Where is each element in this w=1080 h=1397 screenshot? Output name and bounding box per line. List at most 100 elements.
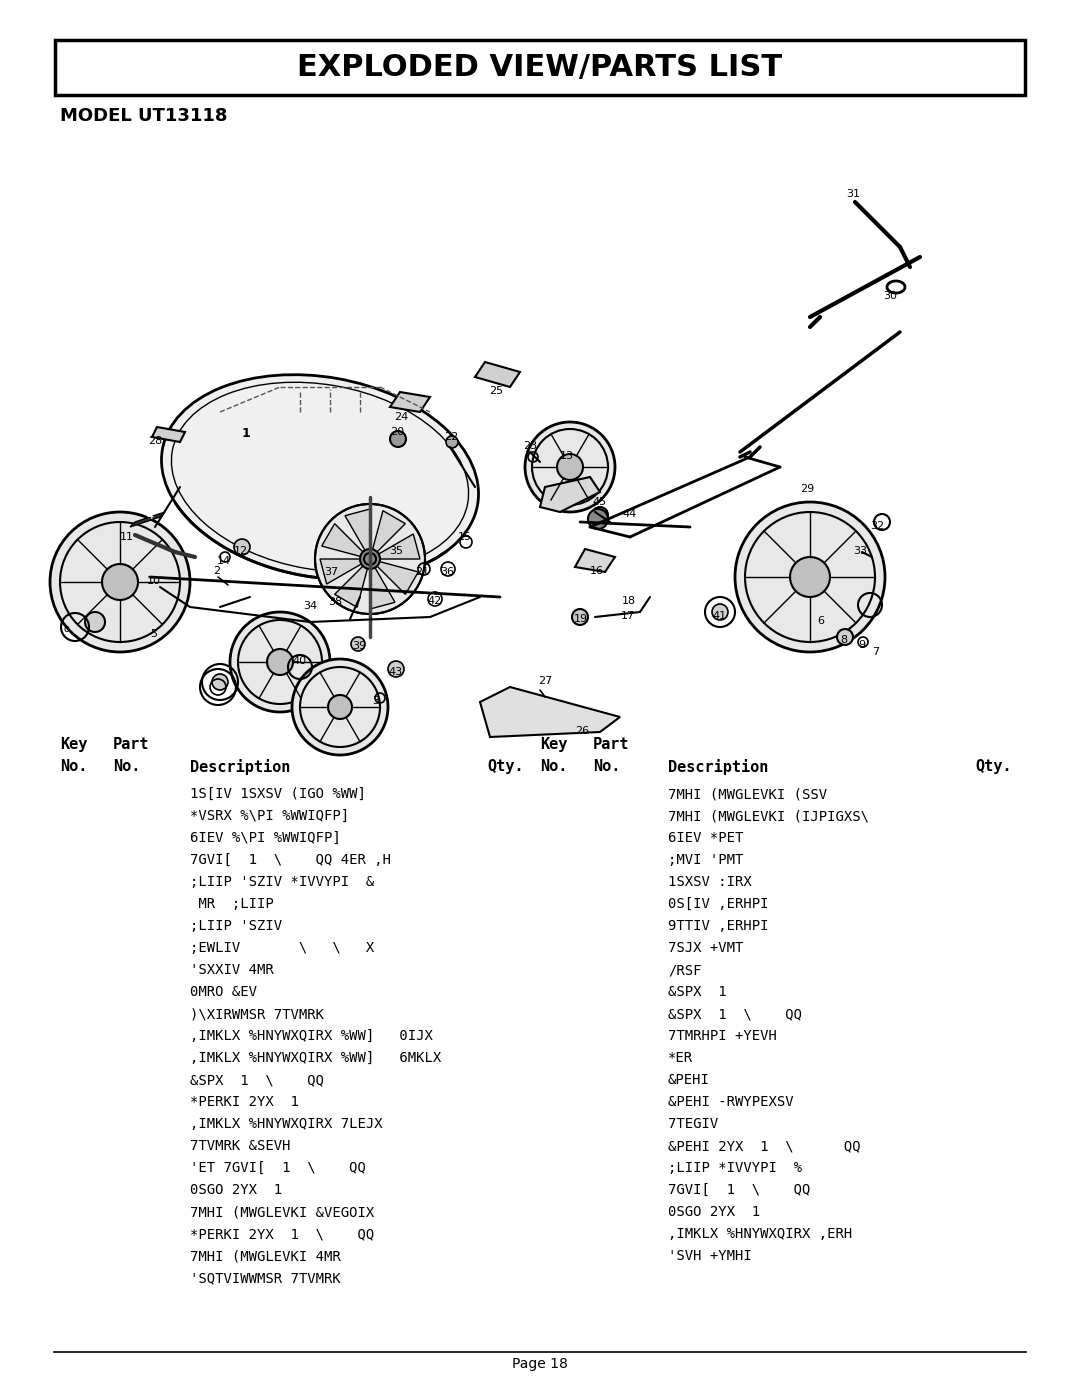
- Text: &PEHI: &PEHI: [669, 1073, 710, 1087]
- Polygon shape: [575, 549, 615, 571]
- Text: Qty.: Qty.: [975, 759, 1012, 774]
- Text: No.: No.: [113, 759, 140, 774]
- Text: ;LIIP 'SZIV *IVVYPI  &: ;LIIP 'SZIV *IVVYPI &: [190, 875, 375, 888]
- Polygon shape: [377, 562, 418, 594]
- Text: 5: 5: [150, 629, 157, 638]
- Text: Key: Key: [540, 738, 567, 752]
- Text: o: o: [63, 624, 69, 634]
- Circle shape: [234, 539, 249, 555]
- Text: ;EWLIV       \   \   X: ;EWLIV \ \ X: [190, 942, 375, 956]
- Text: &SPX  1: &SPX 1: [669, 985, 727, 999]
- Circle shape: [557, 454, 583, 481]
- Text: 34: 34: [303, 601, 318, 610]
- Text: 31: 31: [846, 189, 860, 198]
- Circle shape: [230, 612, 330, 712]
- Polygon shape: [152, 427, 185, 441]
- Text: Qty.: Qty.: [487, 759, 524, 774]
- Text: 'SXXIV 4MR: 'SXXIV 4MR: [190, 963, 273, 977]
- Text: 9TTIV ,ERHPI: 9TTIV ,ERHPI: [669, 919, 769, 933]
- Polygon shape: [335, 566, 367, 608]
- Text: 3: 3: [372, 696, 379, 705]
- FancyBboxPatch shape: [55, 41, 1025, 95]
- Circle shape: [592, 507, 608, 522]
- Circle shape: [364, 553, 376, 564]
- Text: 44: 44: [622, 509, 636, 520]
- Text: Page 18: Page 18: [512, 1356, 568, 1370]
- Text: 24: 24: [394, 412, 408, 422]
- Text: 11: 11: [120, 532, 134, 542]
- Circle shape: [360, 549, 380, 569]
- Text: 'SQTVIWWMSR 7TVMRK: 'SQTVIWWMSR 7TVMRK: [190, 1271, 341, 1285]
- Circle shape: [315, 504, 426, 615]
- Polygon shape: [475, 362, 519, 387]
- Circle shape: [446, 436, 458, 448]
- Text: 33: 33: [853, 546, 867, 556]
- Text: 7: 7: [872, 647, 879, 657]
- Text: 1: 1: [242, 427, 251, 440]
- Text: 'SVH +YMHI: 'SVH +YMHI: [669, 1249, 752, 1263]
- Text: 15: 15: [458, 532, 472, 542]
- Text: 27: 27: [538, 676, 552, 686]
- Circle shape: [328, 694, 352, 719]
- Text: 20: 20: [390, 427, 404, 437]
- Text: ,IMKLX %HNYWXQIRX %WW]   6MKLX: ,IMKLX %HNYWXQIRX %WW] 6MKLX: [190, 1051, 442, 1065]
- Circle shape: [525, 422, 615, 511]
- Text: Part: Part: [113, 738, 149, 752]
- Text: 18: 18: [622, 597, 636, 606]
- Text: 32: 32: [870, 521, 885, 531]
- Text: 6IEV *PET: 6IEV *PET: [669, 831, 743, 845]
- Text: 'ET 7GVI[  1  \    QQ: 'ET 7GVI[ 1 \ QQ: [190, 1161, 366, 1175]
- Text: 13: 13: [561, 451, 573, 461]
- Text: 7MHI (MWGLEVKI 4MR: 7MHI (MWGLEVKI 4MR: [190, 1249, 341, 1263]
- Polygon shape: [379, 534, 420, 559]
- Text: 23: 23: [523, 441, 537, 451]
- Text: 0SGO 2YX  1: 0SGO 2YX 1: [190, 1183, 282, 1197]
- Polygon shape: [540, 476, 600, 511]
- Text: 0MRO &EV: 0MRO &EV: [190, 985, 257, 999]
- Text: 41: 41: [712, 610, 726, 622]
- Text: ;MVI 'PMT: ;MVI 'PMT: [669, 854, 743, 868]
- Text: 12: 12: [234, 546, 248, 556]
- Circle shape: [360, 549, 380, 569]
- Text: ,IMKLX %HNYWXQIRX 7LEJX: ,IMKLX %HNYWXQIRX 7LEJX: [190, 1118, 382, 1132]
- Text: EXPLODED VIEW/PARTS LIST: EXPLODED VIEW/PARTS LIST: [297, 53, 783, 82]
- Text: 42: 42: [427, 597, 442, 606]
- Text: 37: 37: [324, 567, 338, 577]
- Text: *ER: *ER: [669, 1051, 693, 1065]
- Polygon shape: [320, 559, 362, 584]
- Circle shape: [351, 637, 365, 651]
- Circle shape: [292, 659, 388, 754]
- Text: *VSRX %\PI %WWIQFP]: *VSRX %\PI %WWIQFP]: [190, 809, 349, 823]
- Text: 22: 22: [444, 432, 458, 441]
- Text: 7TEGIV: 7TEGIV: [669, 1118, 718, 1132]
- Text: No.: No.: [540, 759, 567, 774]
- Circle shape: [388, 661, 404, 678]
- Text: 4: 4: [146, 511, 153, 521]
- Circle shape: [85, 612, 105, 631]
- Circle shape: [837, 629, 853, 645]
- Text: Description: Description: [669, 759, 768, 775]
- Text: 10: 10: [147, 576, 161, 585]
- Text: 7MHI (MWGLEVKI (IJPIGXS\: 7MHI (MWGLEVKI (IJPIGXS\: [669, 809, 869, 823]
- Text: 0S[IV ,ERHPI: 0S[IV ,ERHPI: [669, 897, 769, 911]
- Circle shape: [735, 502, 885, 652]
- Text: 45: 45: [592, 497, 606, 507]
- Text: ,IMKLX %HNYWXQIRX %WW]   0IJX: ,IMKLX %HNYWXQIRX %WW] 0IJX: [190, 1030, 433, 1044]
- Circle shape: [267, 650, 293, 675]
- Ellipse shape: [162, 374, 478, 580]
- Text: 35: 35: [389, 546, 403, 556]
- Text: 0SGO 2YX  1: 0SGO 2YX 1: [669, 1206, 760, 1220]
- Text: 25: 25: [489, 386, 503, 395]
- Text: 21: 21: [415, 567, 429, 577]
- Text: 7TVMRK &SEVH: 7TVMRK &SEVH: [190, 1139, 291, 1153]
- Text: 7GVI[  1  \    QQ 4ER ,H: 7GVI[ 1 \ QQ 4ER ,H: [190, 854, 391, 868]
- Circle shape: [390, 432, 406, 447]
- Polygon shape: [345, 509, 370, 550]
- Text: &PEHI 2YX  1  \      QQ: &PEHI 2YX 1 \ QQ: [669, 1139, 861, 1153]
- Circle shape: [588, 509, 608, 529]
- Text: 9: 9: [858, 640, 865, 650]
- Text: Key: Key: [60, 738, 87, 752]
- Text: 2: 2: [213, 566, 220, 576]
- Text: 7TMRHPI +YEVH: 7TMRHPI +YEVH: [669, 1030, 777, 1044]
- Polygon shape: [480, 687, 620, 738]
